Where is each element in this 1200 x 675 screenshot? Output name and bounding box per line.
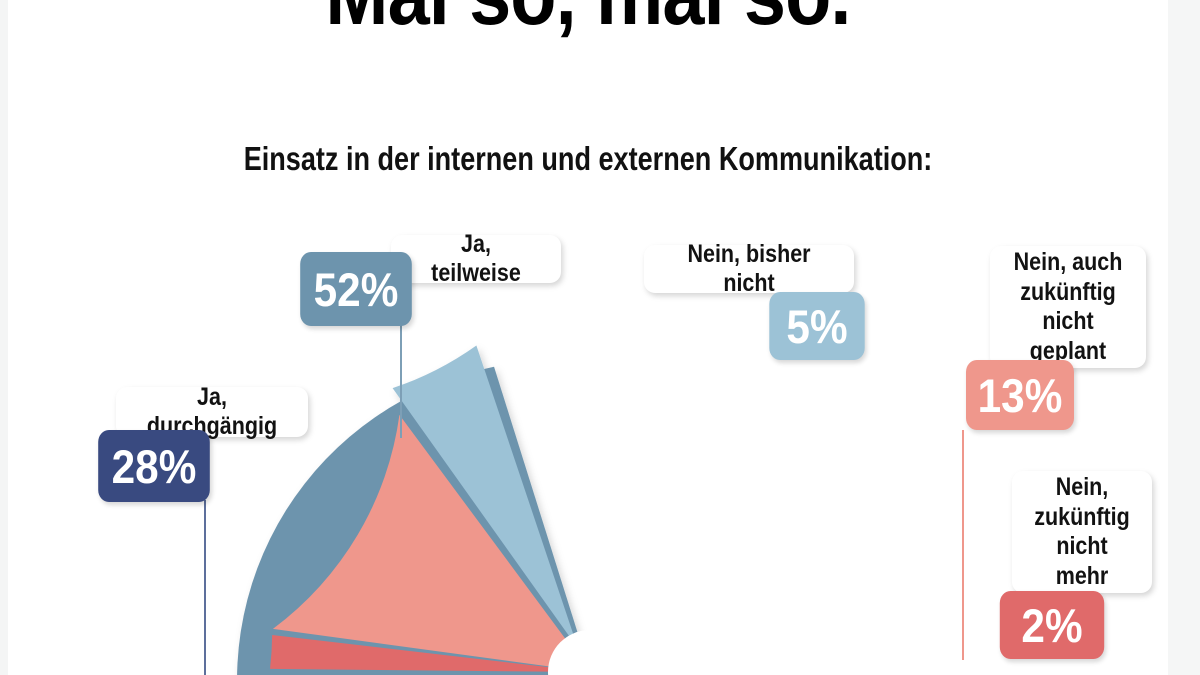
callout-label-ja-durchgaengig: Ja, durchgängig bbox=[116, 383, 308, 440]
callout-label-text: Nein, zukünftig nicht mehr bbox=[1034, 473, 1130, 590]
pie-slice bbox=[270, 669, 591, 675]
pie-slice bbox=[270, 634, 590, 672]
callout-label-ja-teilweise: Ja, teilweise bbox=[391, 230, 561, 287]
content-canvas: Mal so, mal so. Einsatz in der internen … bbox=[8, 0, 1168, 675]
callout-label-text: Ja, durchgängig bbox=[146, 382, 278, 441]
callout-value-nein-auch-zukuenftig: 13% bbox=[966, 360, 1074, 430]
right-margin-strip bbox=[1168, 0, 1200, 675]
callout-value-text: 2% bbox=[1021, 598, 1083, 652]
callout-value-text: 28% bbox=[111, 439, 197, 493]
pie-slice bbox=[272, 414, 590, 672]
leader-line-ja-teilweise bbox=[400, 318, 402, 438]
callout-value-ja-teilweise: 52% bbox=[300, 252, 412, 326]
callout-value-nein-bisher-nicht: 5% bbox=[769, 292, 865, 360]
leader-line-ja-durchgaengig bbox=[204, 500, 206, 675]
callout-value-text: 52% bbox=[313, 262, 399, 316]
callout-label-nein-bisher-nicht: Nein, bisher nicht bbox=[644, 240, 854, 297]
callout-value-text: 5% bbox=[786, 299, 848, 353]
callout-value-text: 13% bbox=[977, 368, 1063, 422]
callout-label-text: Nein, auch zukünftig nicht geplant bbox=[1013, 248, 1123, 365]
page-title: Mal so, mal so. bbox=[78, 0, 1099, 45]
callout-label-nein-zukuenftig-nicht-mehr: Nein, zukünftig nicht mehr bbox=[1012, 471, 1152, 593]
left-margin-strip bbox=[0, 0, 8, 675]
chart-subtitle: Einsatz in der internen und externen Kom… bbox=[243, 140, 933, 177]
callout-label-text: Nein, bisher nicht bbox=[687, 239, 811, 298]
leader-line-nein-auch-zukuenftig bbox=[962, 430, 964, 660]
pie-slice bbox=[392, 345, 579, 649]
callout-value-ja-durchgaengig: 28% bbox=[98, 430, 210, 502]
pie-center-hole bbox=[548, 630, 632, 675]
callout-value-nein-zukuenftig-nicht-mehr: 2% bbox=[999, 591, 1105, 659]
callout-label-text: Ja, teilweise bbox=[431, 229, 521, 288]
callout-label-nein-auch-zukuenftig: Nein, auch zukünftig nicht geplant bbox=[990, 246, 1146, 368]
